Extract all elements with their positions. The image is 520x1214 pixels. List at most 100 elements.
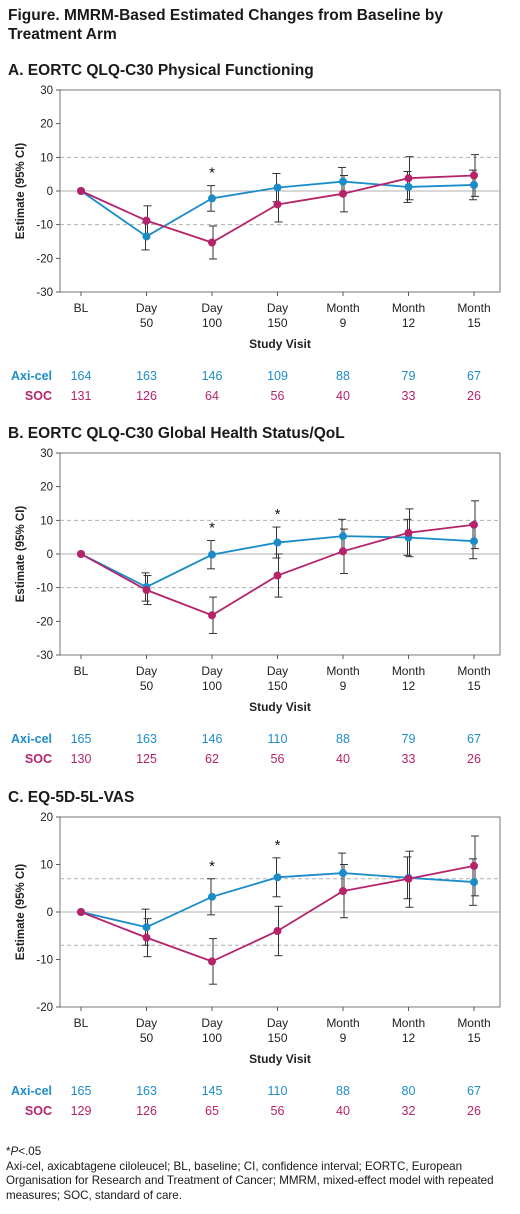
data-point-axicel [339, 532, 347, 541]
data-point-soc [339, 887, 347, 896]
x-tick-label: Day [201, 664, 222, 678]
data-point-axicel [339, 869, 347, 878]
n-value: 56 [271, 1104, 285, 1118]
n-value: 130 [71, 752, 92, 766]
n-value: 126 [136, 1104, 157, 1118]
significance-label: P [10, 1145, 19, 1158]
panel-a-title: A. EORTC QLQ-C30 Physical Functioning [8, 62, 314, 79]
data-point-soc [208, 611, 216, 620]
x-tick-label: Day [267, 664, 288, 678]
x-tick-label: 12 [402, 679, 416, 693]
n-value: 62 [205, 752, 219, 766]
y-tick-label: -30 [36, 287, 53, 299]
x-tick-label: 100 [202, 679, 222, 693]
x-tick-label: Day [201, 301, 222, 315]
x-tick-label: 50 [140, 316, 154, 330]
x-tick-label: 12 [402, 316, 416, 330]
x-tick-label: 15 [467, 1031, 481, 1045]
x-tick-label: Month [326, 664, 359, 678]
x-tick-label: 15 [467, 679, 481, 693]
x-tick-label: 150 [267, 679, 287, 693]
n-value: 56 [271, 752, 285, 766]
n-value: 88 [336, 369, 350, 383]
data-point-axicel [339, 177, 347, 186]
data-point-axicel [142, 923, 151, 932]
y-tick-label: -20 [36, 253, 53, 265]
y-axis-label: Estimate (95% CI) [15, 864, 27, 961]
n-value: 26 [467, 1104, 481, 1118]
n-value: 33 [402, 752, 416, 766]
n-value: 163 [136, 732, 157, 746]
data-point-soc [142, 933, 151, 942]
n-row-label: Axi-cel [11, 1084, 52, 1098]
n-value: 109 [267, 369, 288, 383]
n-value: 65 [205, 1104, 219, 1118]
x-tick-label: BL [74, 664, 89, 678]
n-value: 64 [205, 389, 219, 403]
data-point-soc [470, 520, 478, 529]
data-point-soc [208, 957, 216, 966]
n-value: 164 [71, 369, 92, 383]
x-tick-label: 9 [340, 316, 347, 330]
n-value: 26 [467, 752, 481, 766]
y-tick-label: -10 [36, 955, 53, 967]
x-tick-label: Day [267, 1016, 288, 1030]
n-value: 40 [336, 389, 350, 403]
x-tick-label: 100 [202, 316, 222, 330]
x-axis-label: Study Visit [249, 337, 311, 351]
n-value: 67 [467, 369, 481, 383]
y-tick-label: 0 [47, 549, 53, 561]
data-point-soc [77, 908, 85, 916]
y-axis-label: Estimate (95% CI) [15, 143, 27, 240]
y-tick-label: 10 [40, 515, 53, 527]
data-point-soc [273, 927, 282, 935]
n-value: 131 [71, 389, 92, 403]
y-tick-label: -30 [36, 650, 53, 662]
data-point-axicel [208, 892, 216, 901]
x-tick-label: Month [392, 1016, 425, 1030]
y-tick-label: 30 [40, 85, 53, 97]
data-point-soc [142, 586, 151, 595]
data-point-axicel [470, 878, 478, 887]
x-tick-label: 9 [340, 679, 347, 693]
data-point-soc [77, 187, 85, 195]
x-tick-label: 50 [140, 1031, 154, 1045]
n-value: 129 [71, 1104, 92, 1118]
x-tick-label: Month [326, 1016, 359, 1030]
footnote: *P<.05 Axi-cel, axicabtagene ciloleucel;… [6, 1145, 514, 1203]
panel-c-title: C. EQ-5D-5L-VAS [8, 789, 135, 806]
n-value: 126 [136, 389, 157, 403]
significance-value: <.05 [18, 1145, 42, 1158]
y-tick-label: 10 [40, 152, 53, 164]
x-tick-label: BL [74, 301, 89, 315]
n-row-label: SOC [25, 752, 52, 766]
x-tick-label: Month [392, 301, 425, 315]
data-point-soc [142, 216, 151, 225]
n-value: 26 [467, 389, 481, 403]
data-point-soc [404, 174, 413, 183]
y-tick-label: 20 [40, 482, 53, 494]
y-tick-label: -10 [36, 583, 53, 595]
y-axis-label: Estimate (95% CI) [15, 506, 27, 603]
x-tick-label: 150 [267, 1031, 287, 1045]
y-tick-label: 20 [40, 812, 53, 824]
n-value: 163 [136, 369, 157, 383]
n-value: 67 [467, 732, 481, 746]
n-value: 33 [402, 389, 416, 403]
data-point-axicel [273, 538, 282, 547]
n-row-label: SOC [25, 389, 52, 403]
x-tick-label: Day [136, 301, 157, 315]
n-value: 67 [467, 1084, 481, 1098]
x-tick-label: BL [74, 1016, 89, 1030]
panel-b-title: B. EORTC QLQ-C30 Global Health Status/Qo… [8, 425, 345, 442]
x-tick-label: Month [457, 1016, 490, 1030]
data-point-axicel [208, 194, 216, 203]
significance-star: * [275, 837, 281, 854]
n-value: 165 [71, 1084, 92, 1098]
x-tick-label: 9 [340, 1031, 347, 1045]
n-row-label: SOC [25, 1104, 52, 1118]
n-row-label: Axi-cel [11, 732, 52, 746]
